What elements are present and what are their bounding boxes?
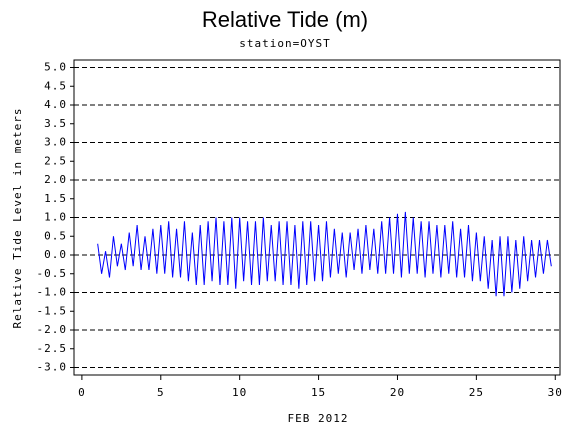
y-tick-label: 1.0 xyxy=(44,211,67,224)
y-tick-label: -2.5 xyxy=(37,342,68,355)
y-tick-label: -3.0 xyxy=(37,361,68,374)
y-tick-label: 3.5 xyxy=(44,117,67,130)
y-tick-label: -2.0 xyxy=(37,323,68,336)
y-axis-label: Relative Tide Level in meters xyxy=(11,107,24,328)
y-tick-label: 1.5 xyxy=(44,192,67,205)
x-tick-label: 20 xyxy=(390,386,405,399)
y-tick-label: 2.5 xyxy=(44,154,67,167)
y-tick-label: 0.0 xyxy=(44,248,67,261)
y-tick-label: -1.0 xyxy=(37,286,68,299)
y-tick-label: -0.5 xyxy=(37,267,68,280)
y-tick-label: -1.5 xyxy=(37,304,68,317)
x-axis-label: FEB 2012 xyxy=(288,412,349,425)
x-tick-label: 0 xyxy=(78,386,86,399)
y-tick-label: 0.5 xyxy=(44,229,67,242)
x-tick-label: 5 xyxy=(157,386,165,399)
y-tick-label: 4.0 xyxy=(44,98,67,111)
y-tick-label: 2.0 xyxy=(44,173,67,186)
y-tick-label: 4.5 xyxy=(44,79,67,92)
x-tick-label: 25 xyxy=(469,386,484,399)
y-tick-label: 5.0 xyxy=(44,61,67,74)
chart-title: Relative Tide (m) xyxy=(202,7,368,32)
x-tick-label: 30 xyxy=(548,386,563,399)
x-tick-label: 10 xyxy=(232,386,247,399)
tide-line xyxy=(97,211,552,297)
chart-subtitle: station=OYST xyxy=(239,37,330,50)
y-tick-label: 3.0 xyxy=(44,136,67,149)
x-tick-label: 15 xyxy=(311,386,326,399)
